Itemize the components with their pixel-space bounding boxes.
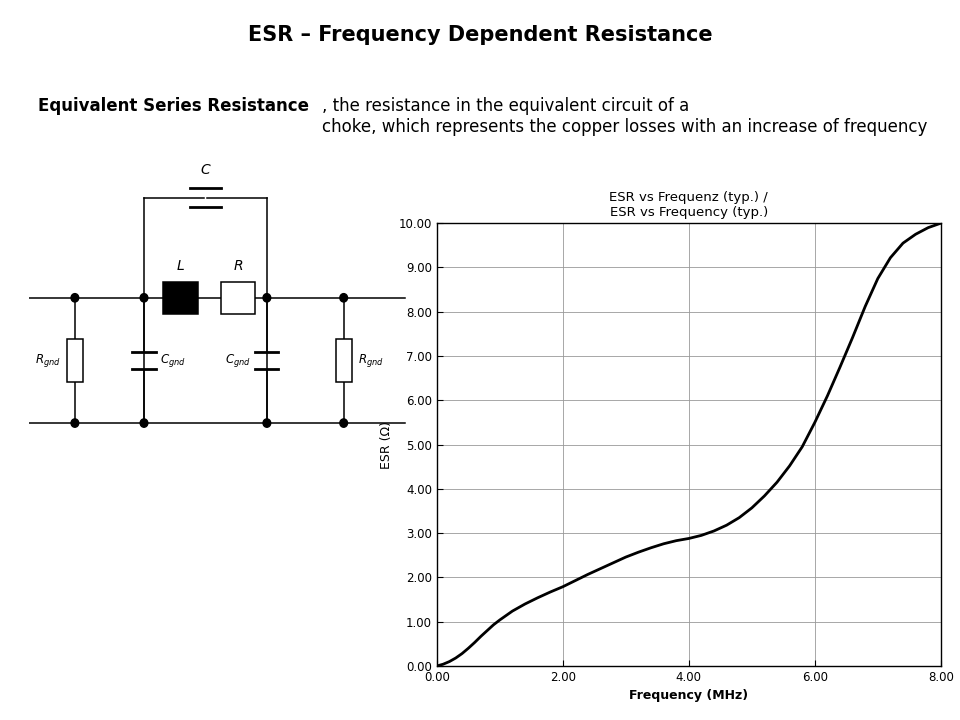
X-axis label: Frequency (MHz): Frequency (MHz) <box>629 690 749 703</box>
Circle shape <box>263 419 271 427</box>
Text: $C_{gnd}$: $C_{gnd}$ <box>225 352 251 369</box>
Text: L: L <box>177 258 184 273</box>
Bar <box>221 282 255 314</box>
Circle shape <box>71 419 79 427</box>
Text: $R_{gnd}$: $R_{gnd}$ <box>36 352 61 369</box>
Bar <box>67 338 83 382</box>
Text: R: R <box>233 258 243 273</box>
Text: Equivalent Series Resistance: Equivalent Series Resistance <box>38 97 309 115</box>
Y-axis label: ESR (Ω): ESR (Ω) <box>380 420 393 469</box>
Text: , the resistance in the equivalent circuit of a
choke, which represents the copp: , the resistance in the equivalent circu… <box>322 97 927 136</box>
Circle shape <box>263 294 271 302</box>
Circle shape <box>140 419 148 427</box>
Title: ESR vs Frequenz (typ.) /
ESR vs Frequency (typ.): ESR vs Frequenz (typ.) / ESR vs Frequenc… <box>610 192 768 220</box>
Circle shape <box>71 294 79 302</box>
Circle shape <box>340 419 348 427</box>
Text: ESR – Frequency Dependent Resistance: ESR – Frequency Dependent Resistance <box>248 25 712 45</box>
Circle shape <box>340 294 348 302</box>
Text: $C_{gnd}$: $C_{gnd}$ <box>160 352 186 369</box>
Circle shape <box>140 294 148 302</box>
Bar <box>336 338 351 382</box>
Text: $R_{gnd}$: $R_{gnd}$ <box>357 352 383 369</box>
Bar <box>163 282 198 314</box>
Text: C: C <box>201 163 210 176</box>
